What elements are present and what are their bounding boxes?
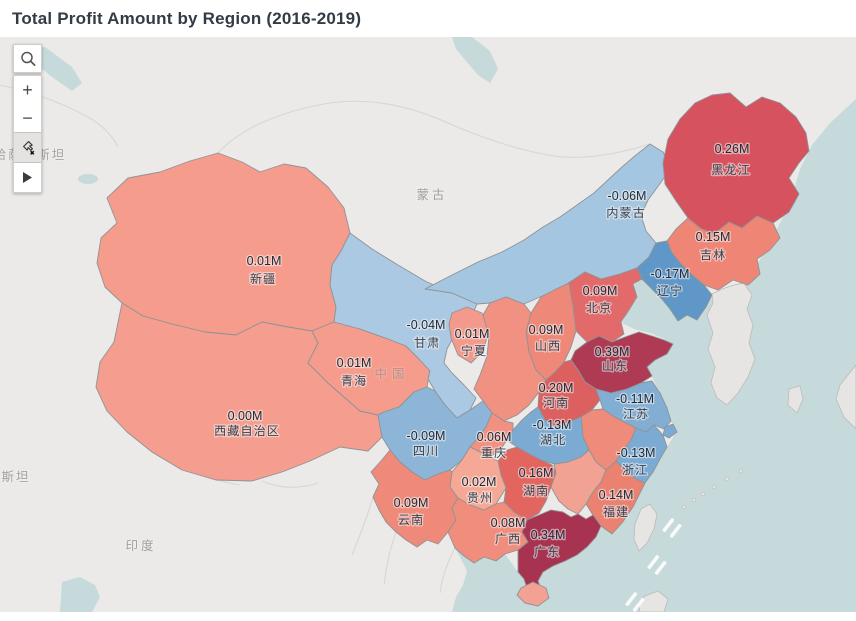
region-guangxi[interactable] — [447, 497, 529, 564]
region-value-label: 0.14M — [599, 488, 634, 502]
region-value-label: -0.09M — [407, 429, 446, 443]
region-fujian[interactable] — [585, 460, 646, 535]
region-name-label: 吉林 — [700, 248, 726, 262]
boundary-dash-marker — [647, 555, 667, 575]
map-search-button[interactable] — [13, 44, 42, 73]
region-hainan[interactable] — [516, 581, 550, 607]
region-value-label: -0.04M — [407, 318, 446, 332]
region-value-label: 0.08M — [491, 516, 526, 530]
map-zoom-toolbar: + − — [13, 75, 42, 193]
region-value-label: -0.13M — [533, 418, 572, 432]
region-value-label: 0.01M — [455, 327, 490, 341]
pin-x-icon — [22, 140, 34, 155]
boundary-dash-marker — [625, 592, 645, 612]
region-name-label: 广西 — [495, 532, 521, 546]
region-name-label: 浙江 — [622, 463, 648, 477]
region-inner_mongolia[interactable] — [424, 143, 672, 305]
region-chongqing[interactable] — [469, 412, 514, 458]
islet — [711, 484, 717, 490]
japan-main-landmass — [835, 364, 856, 430]
region-name-label: 江苏 — [623, 407, 649, 421]
region-beijing[interactable] — [563, 267, 643, 343]
region-name-label: 重庆 — [481, 446, 507, 460]
expand-toolbar-button[interactable] — [14, 163, 41, 192]
region-name-label: 黑龙江 — [711, 163, 751, 177]
lake — [78, 174, 98, 184]
region-value-label: -0.17M — [651, 267, 690, 281]
region-guangdong[interactable] — [517, 509, 602, 601]
region-ningxia[interactable] — [448, 306, 490, 364]
zoom-in-button[interactable]: + — [22, 80, 33, 100]
taiwan-landmass — [633, 503, 658, 552]
background-country-label: 斯坦 — [1, 470, 30, 484]
region-value-label: 0.01M — [247, 254, 282, 268]
korea-landmass — [706, 282, 756, 406]
region-name-label: 湖南 — [523, 483, 549, 498]
map-container: 0.01M 新疆 0.00M 西藏自治区 0.01M 青海 -0.04M 甘肃 0.01M 宁夏 -… — [0, 37, 856, 612]
country-border — [351, 496, 456, 594]
islet — [724, 476, 730, 482]
region-liaoning[interactable] — [636, 240, 713, 322]
region-name-label: 内蒙古 — [606, 205, 646, 220]
region-name-label: 青海 — [341, 373, 367, 388]
region-yunnan[interactable] — [370, 449, 459, 548]
region-xinjiang[interactable] — [96, 152, 351, 336]
region-name-label: 四川 — [413, 444, 439, 458]
islet — [700, 491, 706, 497]
region-name-label: 河南 — [543, 395, 569, 410]
region-value-label: 0.16M — [519, 466, 554, 480]
region-name-label: 广东 — [534, 545, 560, 559]
region-value-label: 0.02M — [462, 475, 497, 489]
boundary-dash-marker — [662, 518, 682, 538]
region-name-label: 北京 — [586, 301, 612, 315]
region-shanghai[interactable] — [662, 423, 678, 439]
region-name-label: 辽宁 — [657, 283, 683, 298]
lake — [452, 37, 498, 83]
chart-title: Total Profit Amount by Region (2016-2019… — [12, 9, 362, 28]
region-name-label: 福建 — [603, 504, 629, 519]
region-value-label: 0.26M — [715, 142, 750, 156]
region-value-label: 0.09M — [583, 284, 618, 298]
region-value-label: 0.20M — [539, 381, 574, 395]
region-value-label: 0.06M — [477, 430, 512, 444]
region-name-label: 山东 — [602, 359, 628, 373]
region-name-label: 新疆 — [250, 271, 276, 286]
region-value-label: 0.15M — [696, 230, 731, 244]
region-hubei[interactable] — [506, 406, 590, 465]
region-shaanxi[interactable] — [473, 296, 547, 422]
region-value-label: -0.13M — [617, 446, 656, 460]
chevron-right-icon — [23, 172, 32, 183]
region-value-label: 0.01M — [337, 356, 372, 370]
pin-button[interactable] — [14, 132, 41, 163]
search-icon — [20, 51, 35, 66]
region-name-label: 甘肃 — [414, 336, 440, 350]
background-country-label: 蒙古 — [416, 187, 447, 202]
region-value-label: -0.11M — [616, 392, 654, 406]
region-zhejiang[interactable] — [615, 424, 668, 484]
zoom-out-button[interactable]: − — [22, 108, 33, 128]
islet — [691, 497, 697, 503]
region-value-label: 0.09M — [529, 323, 564, 337]
region-name-label: 宁夏 — [461, 343, 487, 358]
islet — [681, 504, 687, 510]
region-value-label: 0.34M — [531, 528, 566, 542]
sea — [452, 99, 856, 612]
islet — [738, 468, 744, 474]
region-name-label: 山西 — [535, 339, 561, 353]
region-value-label: 0.00M — [228, 409, 263, 423]
lake — [60, 577, 100, 612]
region-name-label: 西藏自治区 — [214, 424, 280, 438]
region-value-label: -0.06M — [608, 189, 647, 203]
japan-kyushu-landmass — [787, 385, 804, 414]
region-value-label: 0.39M — [595, 345, 630, 359]
region-name-label: 湖北 — [540, 432, 566, 447]
background-country-label: 中国 — [374, 366, 409, 381]
region-value-label: 0.09M — [394, 496, 429, 510]
region-name-label: 贵州 — [467, 491, 493, 505]
region-name-label: 云南 — [398, 512, 424, 527]
country-border — [217, 100, 651, 158]
background-country-label: 印度 — [125, 538, 156, 553]
